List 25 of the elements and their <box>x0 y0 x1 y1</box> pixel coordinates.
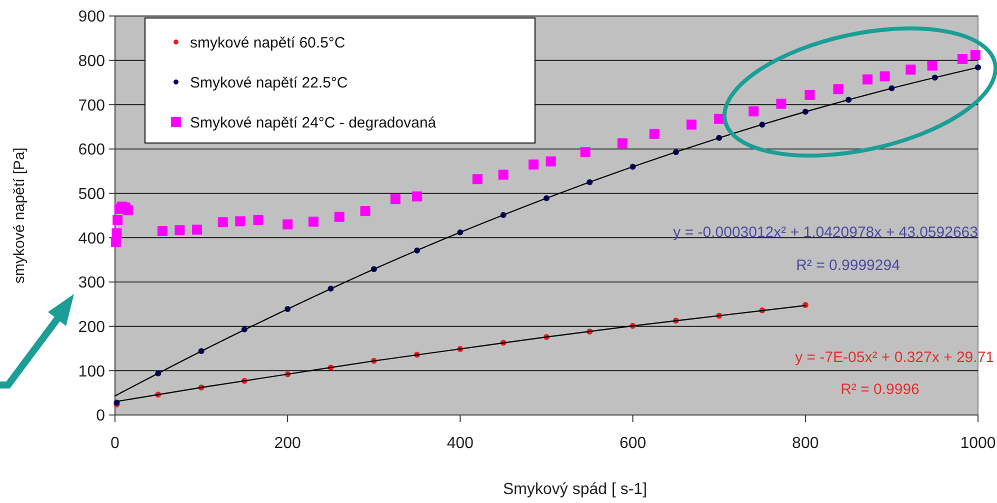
annotation: R² = 0.9999294 <box>796 257 900 274</box>
y-tick-label: 900 <box>78 8 106 26</box>
x-tick-label: 600 <box>619 435 646 452</box>
y-tick-label: 0 <box>96 408 106 425</box>
annotation: y = -7E-05x² + 0.327x + 29.71 <box>795 349 994 366</box>
x-tick-label: 200 <box>274 435 302 452</box>
x-axis-title: Smykový spád [ s-1] <box>502 481 648 498</box>
y-tick-label: 300 <box>78 274 106 292</box>
x-tick-label: 0 <box>110 435 120 452</box>
y-tick-label: 100 <box>78 363 106 380</box>
annotation: y = -0.0003012x² + 1.0420978x + 43.0592663 <box>673 224 978 241</box>
annotation: R² = 0.9996 <box>840 381 920 398</box>
x-tick-label: 400 <box>446 435 474 452</box>
y-tick-label: 200 <box>78 318 106 336</box>
legend-label: Smykové napětí 22.5°C <box>190 74 348 92</box>
x-tick-label: 1000 <box>960 435 996 452</box>
y-tick-label: 400 <box>78 230 106 248</box>
y-axis-title: smykové napětí [Pa] <box>11 148 28 284</box>
y-tick-label: 500 <box>78 186 106 203</box>
x-tick-label: 800 <box>792 435 819 452</box>
y-tick-label: 600 <box>78 142 106 159</box>
y-tick-label: 800 <box>78 52 106 70</box>
y-tick-label: 700 <box>78 97 106 114</box>
legend-label: smykové napětí 60.5°C <box>190 34 346 52</box>
legend-label: Smykové napětí 24°C - degradovaná <box>190 114 437 132</box>
